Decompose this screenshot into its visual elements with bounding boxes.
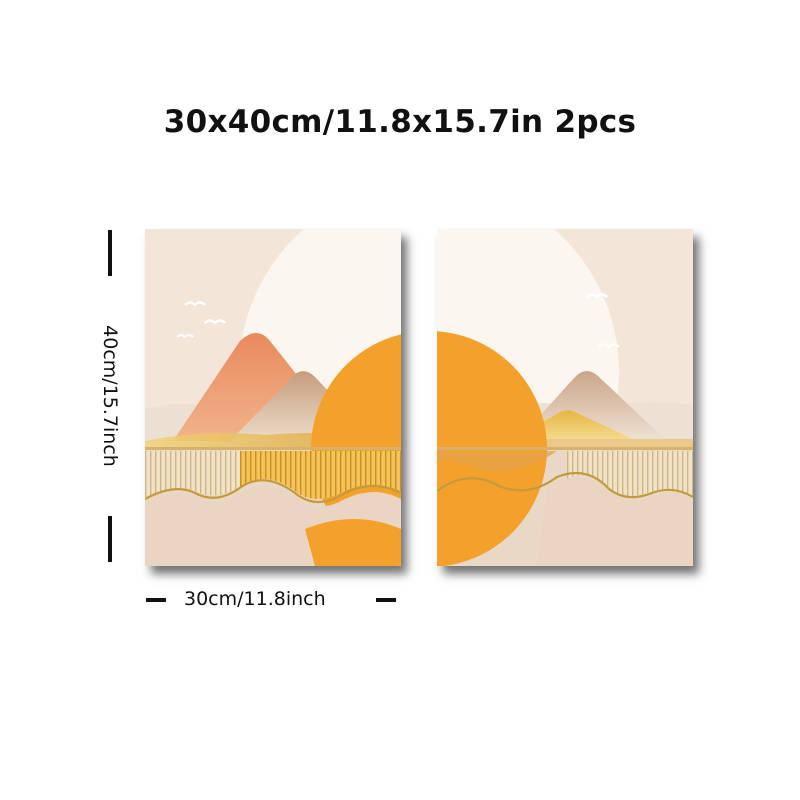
canvas-panel-left <box>145 229 401 566</box>
width-label: 30cm/11.8inch <box>184 588 326 610</box>
width-dimension-bar-left <box>146 598 166 602</box>
reflection-strip <box>437 451 557 472</box>
bird-icon <box>176 333 194 339</box>
gold-wave-line <box>145 479 401 504</box>
width-dimension-bar-right <box>376 598 396 602</box>
bird-icon <box>586 293 608 299</box>
gold-wave-line <box>437 471 693 499</box>
height-dimension-bar-bottom <box>108 516 112 562</box>
bird-icon <box>598 343 620 349</box>
height-dimension-bar-top <box>108 230 112 276</box>
product-size-title: 30x40cm/11.8x15.7in 2pcs <box>163 104 637 140</box>
height-label: 40cm/15.7inch <box>99 325 121 467</box>
bird-icon <box>184 301 206 307</box>
orange-foreground <box>305 519 401 566</box>
canvas-panel-right <box>437 229 693 566</box>
striped-band <box>567 451 693 497</box>
width-dimension: 30cm/11.8inch <box>140 585 400 615</box>
height-dimension: 40cm/15.7inch <box>95 226 125 566</box>
landscape-art-left <box>145 229 401 566</box>
horizon-line <box>437 447 693 450</box>
striped-band-pale <box>145 451 240 497</box>
landscape-art-right <box>437 229 693 566</box>
horizon-line <box>145 447 401 450</box>
horizon-glow <box>437 439 693 447</box>
foreground-hills <box>537 477 693 566</box>
bird-icon <box>204 319 226 325</box>
